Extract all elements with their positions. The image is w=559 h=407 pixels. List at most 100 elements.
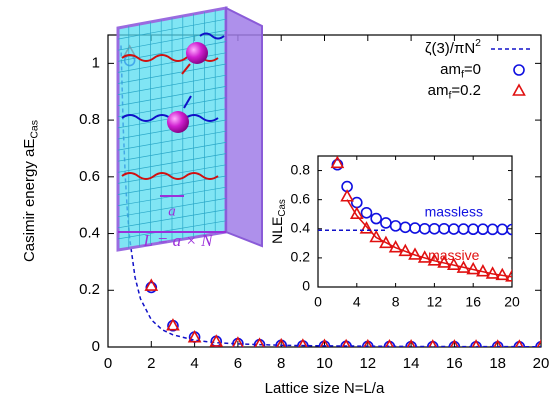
grid-line-deco — [117, 153, 227, 173]
data-point — [319, 338, 330, 347]
x-axis-label: Lattice size N=L/a — [265, 380, 385, 397]
y-tick-label: 0.4 — [79, 225, 100, 242]
x-tick-label: 4 — [190, 355, 198, 372]
y-tick-label: 0.8 — [79, 111, 100, 128]
data-point — [471, 339, 481, 347]
wave — [199, 32, 225, 40]
legend-label: amf=0.2 — [428, 82, 481, 101]
grid-line-deco — [117, 142, 227, 162]
x-tick-label: 0 — [104, 355, 112, 372]
lattice-illustration: a L = a × N — [116, 6, 263, 252]
grid-line-deco — [117, 209, 227, 229]
lattice-side — [225, 6, 263, 248]
x-tick-label: 18 — [489, 355, 506, 372]
grid-line-deco — [117, 52, 227, 73]
x-tick-label: 6 — [234, 355, 242, 372]
y-tick-label: 0.6 — [79, 168, 100, 185]
particle — [186, 42, 208, 64]
legend-swatch — [513, 64, 525, 76]
legend-label-part: f — [461, 68, 464, 80]
legend-label-part: am — [440, 61, 461, 78]
series-line — [346, 199, 512, 278]
grid-line-deco — [117, 74, 227, 95]
y-tick-label: 0.2 — [79, 281, 100, 298]
spacing-label: a — [168, 203, 176, 219]
y-tick-label: 0 — [302, 278, 310, 294]
grid-line-deco — [117, 63, 227, 84]
wave — [121, 172, 219, 180]
grid-line-deco — [117, 97, 227, 118]
data-point — [298, 338, 308, 347]
y-axis-label-part: Cas — [28, 120, 40, 139]
y-tick-label: 0 — [92, 338, 100, 355]
grid-line-deco — [117, 220, 227, 240]
data-point — [536, 339, 541, 347]
x-tick-label: 14 — [403, 355, 420, 372]
legend-label-part: =0 — [464, 61, 481, 78]
legend-label-part: =0.2 — [451, 82, 481, 99]
data-point — [276, 337, 287, 347]
x-tick-label: 16 — [446, 355, 463, 372]
plot-frame — [317, 155, 513, 288]
y-tick-label: 0.2 — [291, 249, 311, 265]
annotation: massless — [425, 203, 483, 219]
data-point — [349, 206, 364, 220]
grid-line-deco — [117, 164, 227, 184]
legend-swatch — [512, 83, 526, 96]
data-point — [515, 339, 524, 347]
inset-plot: 0 4 8 12 16 20 0 0.2 0.4 0.6 0.8 NLECas massless mass… — [269, 155, 520, 310]
legend-label-part: 2 — [475, 37, 481, 49]
x-tick-label: 16 — [465, 294, 481, 310]
data-point — [166, 318, 180, 331]
x-tick-label: 20 — [504, 294, 520, 310]
y-tick-label: 0.8 — [291, 161, 311, 177]
data-point — [144, 278, 159, 291]
legend-label-part: am — [428, 82, 449, 99]
y-axis-label-part: NLE — [269, 217, 285, 244]
y-tick-label: 0.6 — [291, 190, 311, 206]
legend-label: ζ(3)/πN2 — [425, 37, 481, 57]
data-point — [506, 223, 512, 236]
grid-line-deco — [117, 130, 227, 151]
x-tick-label: 8 — [392, 294, 400, 310]
data-point — [209, 334, 224, 347]
data-point — [254, 337, 265, 347]
data-point — [360, 206, 373, 219]
y-axis-label: Casimir energy aECas — [21, 120, 40, 262]
data-point — [341, 338, 351, 347]
annotation: massive — [428, 247, 480, 263]
grid-line-deco — [117, 41, 227, 62]
length-label: L = a × N — [143, 231, 215, 250]
grid-line-deco — [117, 198, 227, 218]
spin-arrow — [181, 63, 191, 75]
data-point — [493, 339, 502, 347]
legend-label-part: f — [448, 89, 451, 101]
y-axis-label-part: Cas — [277, 199, 288, 217]
legend-label: amf=0 — [440, 61, 481, 80]
data-point — [370, 212, 383, 225]
data-point — [406, 339, 416, 347]
data-point — [187, 329, 202, 343]
spin-arrow — [183, 95, 192, 109]
data-point — [385, 338, 394, 347]
y-axis-label: NLECas — [269, 199, 288, 244]
series-layer — [318, 156, 512, 282]
y-tick-label: 0.4 — [291, 219, 311, 235]
data-point — [231, 336, 244, 347]
y-tick-label: 1 — [92, 54, 100, 71]
y-axis-label-part: Casimir energy aE — [21, 139, 38, 262]
x-tick-label: 12 — [427, 294, 443, 310]
legend-label-part: ζ(3)/πN — [425, 40, 475, 57]
data-point — [428, 339, 438, 347]
grid-line-deco — [117, 86, 227, 107]
data-point — [379, 235, 393, 249]
data-point — [363, 338, 373, 347]
data-point — [330, 156, 345, 169]
x-tick-label: 20 — [533, 355, 550, 372]
grid-line-deco — [117, 18, 227, 40]
data-point — [450, 339, 459, 347]
x-tick-label: 10 — [316, 355, 333, 372]
x-axis-label-part: Lattice size N=L/a — [265, 380, 385, 397]
x-tick-label: 2 — [147, 355, 155, 372]
